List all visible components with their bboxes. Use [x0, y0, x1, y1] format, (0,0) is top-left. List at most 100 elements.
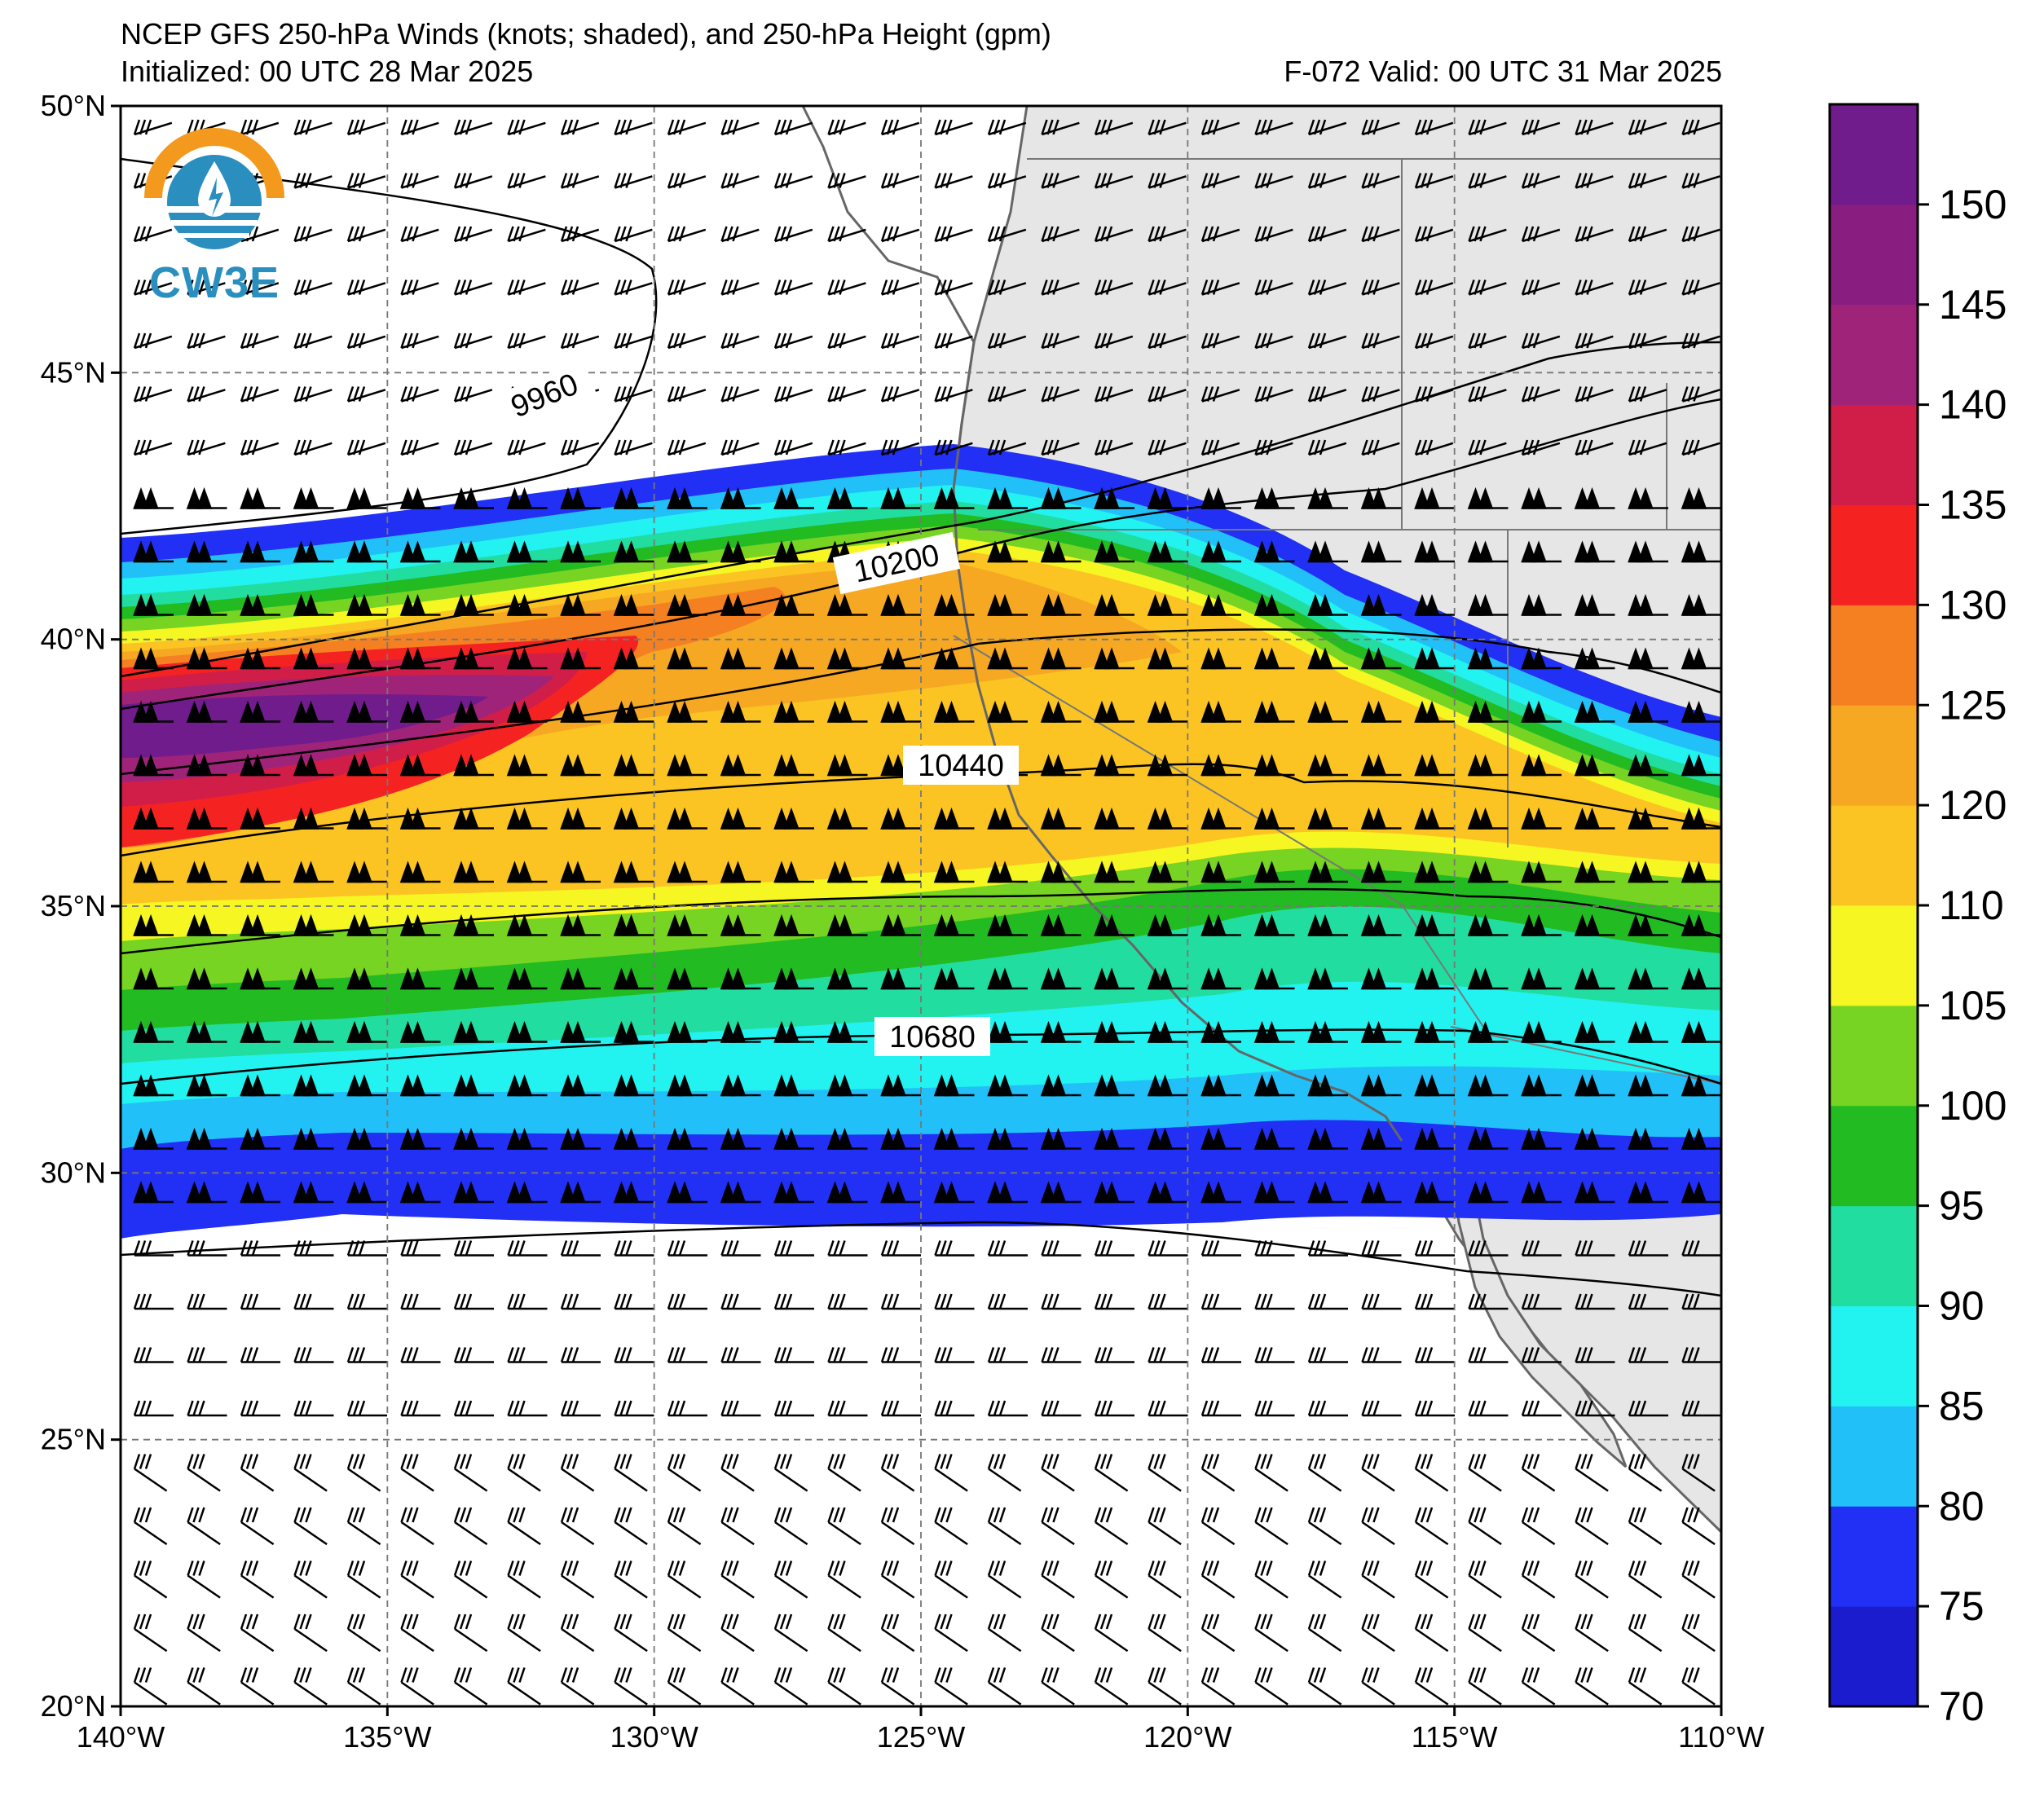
wind-barb: [133, 332, 173, 350]
wind-barb: [507, 1293, 548, 1310]
wind-barb: [1148, 386, 1187, 403]
wind-barb: [1307, 1127, 1348, 1150]
lon-tick-label: 135°W: [343, 1720, 431, 1754]
wind-barb: [1041, 386, 1080, 403]
valid-time-label: F-072 Valid: 00 UTC 31 Mar 2025: [1284, 55, 1722, 88]
wind-barb: [1094, 1127, 1134, 1150]
wind-barb: [507, 1667, 541, 1706]
wind-barb: [560, 226, 600, 243]
wind-barb: [614, 1293, 654, 1310]
wind-barb: [1414, 1507, 1449, 1546]
wind-barb: [240, 1454, 275, 1492]
wind-barb: [934, 1400, 975, 1417]
land-baja-peninsula: [1445, 1059, 1628, 1468]
colorbar-tick-label: 110: [1939, 883, 2004, 928]
wind-barb: [346, 439, 386, 456]
wind-barb: [1681, 540, 1721, 563]
map-axes: 140°W 135°W 130°W 125°W 120°W 115°W 110°W 50°N 4…: [41, 89, 1764, 1754]
wind-barb: [1147, 1127, 1188, 1150]
wind-barb: [1628, 1613, 1663, 1653]
wind-barb: [1628, 540, 1668, 563]
wind-barb: [613, 647, 654, 670]
wind-barb: [346, 173, 386, 189]
wind-barb: [1521, 1400, 1562, 1417]
wind-barb: [720, 1074, 761, 1097]
wind-barb: [1147, 540, 1188, 563]
wind-barb: [1200, 119, 1240, 136]
wind-barb: [773, 1613, 808, 1653]
wind-barb: [1681, 807, 1721, 830]
wind-barb: [1200, 1181, 1241, 1204]
wind-barb: [934, 226, 973, 243]
wind-barb: [827, 280, 866, 296]
wind-barb: [1628, 754, 1668, 777]
wind-barb: [1094, 226, 1134, 243]
wind-barb: [240, 913, 280, 936]
wind-barb: [560, 486, 601, 509]
wind-barb: [1147, 913, 1188, 936]
colorbar-tick-label: 125: [1939, 682, 2007, 728]
wind-barb: [506, 486, 548, 509]
colorbar-bin: [1830, 1005, 1918, 1107]
wind-barb: [453, 280, 493, 296]
wind-barb: [880, 1293, 921, 1310]
wind-barb: [399, 807, 441, 830]
wind-barb: [346, 1181, 387, 1204]
wind-barb: [560, 1181, 601, 1204]
wind-barb: [826, 1020, 868, 1043]
wind-barb: [1147, 1181, 1188, 1204]
wind-barb: [346, 913, 387, 936]
wind-barb: [133, 1454, 168, 1492]
wind-barb: [560, 1613, 595, 1653]
wind-barb: [1681, 1181, 1721, 1204]
wind-barb: [1254, 386, 1293, 403]
wind-barb: [773, 486, 814, 509]
wind-barb: [987, 119, 1027, 136]
colorbar-bin: [1830, 504, 1918, 605]
wind-barb: [614, 1613, 648, 1653]
wind-barb: [1521, 1127, 1562, 1150]
wind-barb: [667, 332, 707, 350]
wind-barb: [1521, 700, 1562, 723]
wind-barb: [1681, 1020, 1721, 1043]
wind-barb: [827, 439, 866, 456]
wind-barb: [133, 1613, 168, 1653]
wind-barb: [560, 1667, 595, 1706]
wind-barb: [1521, 1181, 1562, 1204]
wind-barb: [720, 1181, 761, 1204]
wind-barb: [293, 647, 334, 670]
wind-barb: [1253, 1181, 1295, 1204]
wind-barb: [1147, 1074, 1188, 1097]
wind-barb: [1360, 1020, 1402, 1043]
wind-barb: [240, 332, 280, 350]
wind-barb: [346, 700, 387, 723]
wind-barb: [133, 486, 174, 509]
wind-barb: [987, 1560, 1022, 1599]
wind-barb: [1521, 1347, 1562, 1363]
wind-barb: [987, 807, 1028, 830]
wind-barb: [1468, 1667, 1502, 1706]
wind-barb: [1360, 1074, 1402, 1097]
wind-barb: [614, 280, 653, 296]
wind-barb: [934, 173, 973, 189]
wind-barb: [1147, 807, 1188, 830]
wind-barb: [934, 1454, 968, 1492]
wind-barb: [720, 1454, 755, 1492]
wind-barb: [453, 1560, 488, 1599]
wind-barb: [614, 1560, 648, 1599]
wind-barb: [880, 913, 921, 936]
wind-barb: [187, 1560, 221, 1599]
contour-label-10680: 10680: [889, 1020, 976, 1054]
wind-barb: [1414, 593, 1455, 616]
wind-barb: [826, 486, 868, 509]
wind-barb: [1628, 1454, 1663, 1492]
wind-barb: [1307, 967, 1348, 990]
wind-barb: [1094, 807, 1134, 830]
wind-barb: [346, 593, 387, 616]
wind-barb: [453, 754, 494, 777]
colorbar-bin: [1830, 805, 1918, 906]
wind-barb: [1574, 700, 1615, 723]
wind-barb: [399, 700, 441, 723]
wind-barb: [987, 486, 1028, 509]
wind-barb: [1575, 173, 1614, 189]
